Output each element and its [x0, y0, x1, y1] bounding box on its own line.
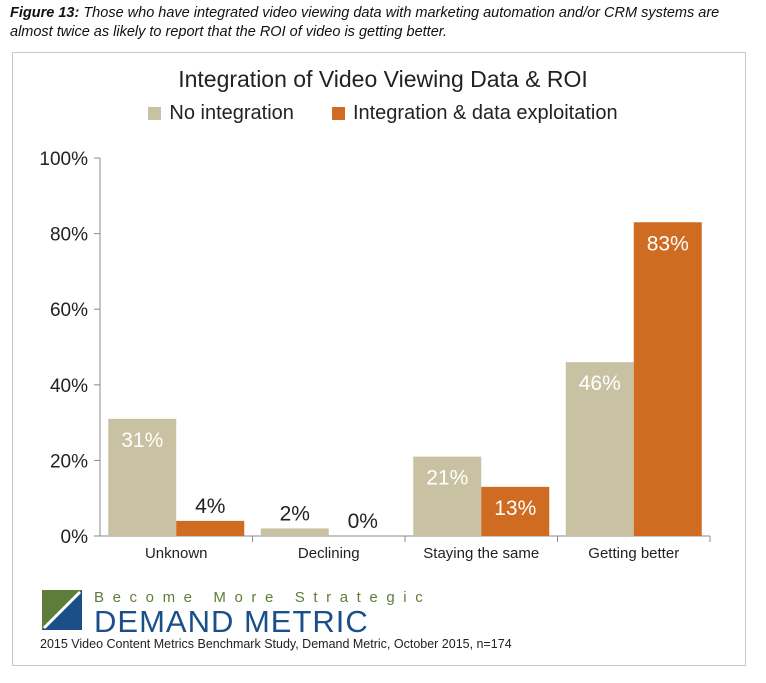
data-label: 0%: [348, 510, 378, 533]
bar-integration: [481, 486, 550, 536]
legend-label-integration: Integration & data exploitation: [352, 102, 618, 124]
legend-swatch-no-integration: [148, 107, 162, 120]
y-tick-label: 20%: [50, 451, 88, 472]
data-label: 2%: [280, 502, 310, 525]
legend-item-integration: Integration & data exploitation: [331, 102, 618, 125]
brand-tagline: Become More Strategic: [94, 589, 431, 606]
legend-swatch-integration: [331, 107, 345, 120]
x-tick-label: Getting better: [588, 545, 679, 562]
chart-card: [12, 52, 746, 666]
logo-mark-stripe: [42, 590, 82, 630]
bar-integration: [633, 222, 702, 536]
source-note: 2015 Video Content Metrics Benchmark Stu…: [40, 637, 512, 651]
brand-block: Become More Strategic DEMAND METRIC: [42, 588, 462, 643]
bar-no-integration: [413, 456, 482, 536]
data-label: 46%: [579, 372, 621, 395]
logo-mark-icon: [42, 590, 82, 630]
y-tick-label: 0%: [61, 527, 89, 548]
figure-number: Figure 13:: [10, 5, 80, 21]
x-tick-label: Declining: [298, 545, 360, 562]
bar-no-integration: [565, 362, 634, 536]
x-tick-label: Unknown: [145, 545, 208, 562]
x-tick-label: Staying the same: [423, 545, 539, 562]
chart-title: Integration of Video Viewing Data & ROI: [178, 66, 588, 92]
figure-caption: Figure 13: Those who have integrated vid…: [10, 4, 750, 42]
legend: No integration Integration & data exploi…: [0, 102, 766, 125]
figure-caption-text: Those who have integrated video viewing …: [10, 5, 720, 40]
data-label: 4%: [195, 495, 225, 518]
y-tick-label: 60%: [50, 300, 88, 321]
data-label: 21%: [426, 467, 468, 490]
bar-integration: [176, 520, 245, 536]
legend-label-no-integration: No integration: [169, 102, 294, 124]
y-tick-label: 40%: [50, 376, 88, 397]
bar-no-integration: [260, 528, 329, 536]
y-tick-label: 80%: [50, 225, 88, 246]
data-label: 31%: [121, 429, 163, 452]
brand-name: DEMAND METRIC: [94, 604, 369, 638]
data-label: 13%: [494, 497, 536, 520]
bar-no-integration: [108, 418, 177, 536]
demand-metric-logo: Become More Strategic DEMAND METRIC: [42, 589, 431, 639]
legend-item-no-integration: No integration: [148, 102, 294, 125]
y-tick-label: 100%: [39, 149, 88, 170]
data-label: 83%: [647, 232, 689, 255]
